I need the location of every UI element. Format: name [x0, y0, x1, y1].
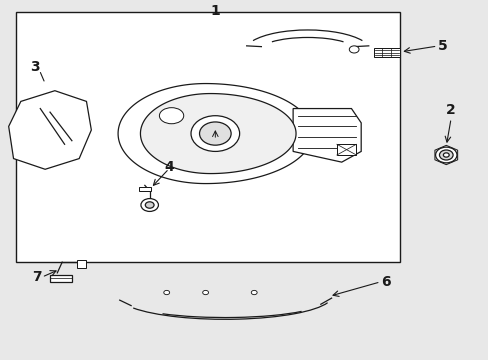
Bar	[77, 260, 86, 267]
Circle shape	[348, 46, 358, 53]
Polygon shape	[140, 94, 295, 174]
Circle shape	[435, 147, 456, 163]
Text: 6: 6	[381, 275, 390, 289]
Circle shape	[251, 291, 257, 295]
Text: 4: 4	[164, 161, 174, 175]
Bar	[50, 275, 72, 282]
Bar	[373, 48, 400, 57]
Bar	[16, 12, 399, 262]
Polygon shape	[9, 91, 91, 169]
Text: 2: 2	[446, 103, 455, 117]
Circle shape	[202, 291, 208, 295]
Bar	[336, 144, 356, 155]
Polygon shape	[118, 84, 312, 184]
Polygon shape	[292, 109, 361, 162]
Text: 1: 1	[210, 4, 220, 18]
Text: 5: 5	[437, 39, 447, 53]
Ellipse shape	[191, 116, 239, 152]
Text: 7: 7	[32, 270, 41, 284]
Bar	[139, 187, 151, 191]
Circle shape	[145, 202, 154, 208]
Circle shape	[443, 153, 448, 157]
Ellipse shape	[199, 122, 231, 145]
Text: 3: 3	[30, 60, 39, 75]
Circle shape	[439, 150, 452, 160]
Circle shape	[163, 291, 169, 295]
Ellipse shape	[159, 108, 183, 124]
Circle shape	[141, 199, 158, 211]
